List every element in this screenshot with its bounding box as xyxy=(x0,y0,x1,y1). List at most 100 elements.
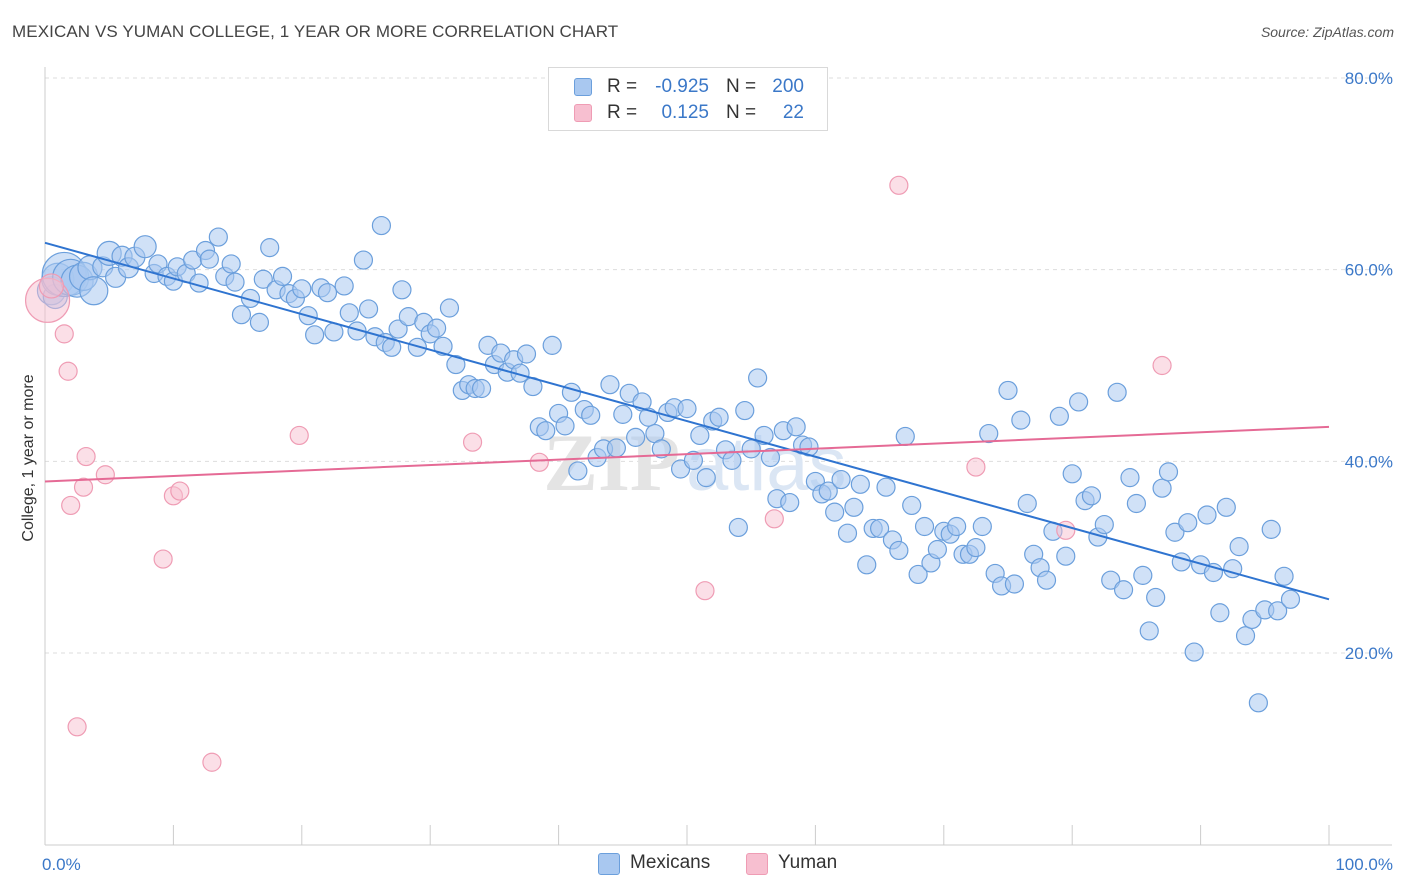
series-legend: Mexicans Yuman xyxy=(0,852,1406,876)
mexicans-point xyxy=(857,555,877,575)
mexicans-point xyxy=(133,235,157,259)
mexicans-point xyxy=(317,283,338,303)
mexicans-point xyxy=(1126,493,1147,514)
mexicans-point xyxy=(850,474,870,494)
yuman-point xyxy=(73,477,94,497)
mexicans-point xyxy=(748,368,768,388)
mexicans-point xyxy=(1197,505,1217,525)
mexicans-point xyxy=(947,516,967,537)
yuman-point xyxy=(61,495,81,516)
mexicans-point xyxy=(1146,587,1166,608)
legend-swatch-yuman xyxy=(574,104,592,122)
mexicans-point xyxy=(1107,382,1127,402)
yuman-trend-line xyxy=(44,425,1330,483)
mexicans-point xyxy=(741,439,761,459)
mexicans-point xyxy=(728,517,748,538)
yuman-point xyxy=(58,361,78,381)
mexicans-point xyxy=(334,276,354,296)
mexicans-point xyxy=(1113,580,1134,600)
series-label-mexicans: Mexicans xyxy=(630,852,711,873)
mexicans-point xyxy=(966,537,986,558)
mexicans-point xyxy=(471,378,492,399)
legend-row-mexicans: R = -0.925 N = 200 xyxy=(549,76,827,100)
mexicans-point xyxy=(1210,603,1230,623)
mexicans-point xyxy=(568,461,588,481)
mexicans-point xyxy=(606,438,626,458)
mexicans-point xyxy=(1229,537,1249,557)
mexicans-point xyxy=(914,516,935,537)
yuman-point xyxy=(54,324,74,344)
yuman-point xyxy=(1152,355,1172,376)
mexicans-point xyxy=(754,425,774,446)
mexicans-point xyxy=(221,254,241,274)
source-credit: Source: ZipAtlas.com xyxy=(1260,24,1394,40)
mexicans-point xyxy=(1184,642,1204,662)
yuman-point xyxy=(462,432,483,452)
correlation-legend: R = -0.925 N = 200 R = 0.125 N = 22 xyxy=(548,67,828,131)
grid-lines xyxy=(45,77,1392,654)
yuman-point xyxy=(695,581,715,601)
y-tick-label: 60.0% xyxy=(1345,261,1393,280)
mexicans-point xyxy=(1069,392,1089,412)
yuman-point xyxy=(153,549,173,569)
mexicans-point xyxy=(253,269,273,289)
mexicans-point xyxy=(786,417,806,437)
yuman-point xyxy=(202,752,222,772)
mexicans-point xyxy=(837,523,858,543)
legend-r-value: 0.125 xyxy=(661,102,709,123)
legend-r-label: R = xyxy=(607,102,638,123)
mexicans-point xyxy=(1274,566,1294,586)
mexicans-point xyxy=(626,427,646,447)
trend-lines xyxy=(44,241,1330,601)
mexicans-point xyxy=(260,238,280,258)
mexicans-point xyxy=(1216,497,1236,517)
mexicans-point xyxy=(927,539,947,560)
mexicans-point xyxy=(292,279,312,299)
mexicans-point xyxy=(979,423,999,444)
mexicans-point xyxy=(1248,693,1268,713)
yuman-point xyxy=(76,446,96,467)
yuman-point xyxy=(95,465,115,485)
mexicans-point xyxy=(831,469,851,490)
mexicans-point xyxy=(407,337,427,357)
mexicans-point xyxy=(677,399,697,419)
y-tick-labels: 20.0% 40.0% 60.0% 80.0% xyxy=(1345,69,1393,663)
mexicans-point xyxy=(272,266,293,286)
y-tick-label: 40.0% xyxy=(1345,452,1393,471)
mexicans-point xyxy=(690,425,710,446)
mexicans-point xyxy=(439,298,460,318)
mexicans-point xyxy=(651,439,671,459)
mexicans-point xyxy=(1133,565,1153,585)
mexicans-point xyxy=(371,215,392,236)
y-axis-title: College, 1 year or more xyxy=(20,374,37,541)
mexicans-point xyxy=(709,407,729,427)
mexicans-point xyxy=(1268,601,1288,621)
mexicans-point xyxy=(972,516,992,537)
mexicans-point xyxy=(1158,462,1179,482)
legend-n-label: N = xyxy=(726,102,757,123)
mexicans-point xyxy=(638,407,659,427)
mexicans-point xyxy=(1036,570,1057,590)
yuman-point xyxy=(889,175,909,195)
mexicans-point xyxy=(225,272,245,292)
chart-title: MEXICAN VS YUMAN COLLEGE, 1 YEAR OR MORE… xyxy=(12,22,619,41)
legend-row-yuman: R = 0.125 N = 22 xyxy=(549,102,827,126)
mexicans-trend-line xyxy=(44,241,1330,601)
legend-n-label: N = xyxy=(726,76,757,97)
mexicans-point xyxy=(1235,626,1256,646)
mexicans-point xyxy=(722,450,742,470)
mexicans-point xyxy=(683,450,704,470)
mexicans-point xyxy=(542,335,562,355)
legend-n-value: 200 xyxy=(772,76,804,97)
mexicans-point xyxy=(231,305,252,325)
mexicans-point xyxy=(1178,513,1198,533)
mexicans-point xyxy=(427,318,447,338)
mexicans-point xyxy=(902,495,922,516)
mexicans-point xyxy=(908,564,928,585)
yuman-point xyxy=(67,717,87,737)
mexicans-point xyxy=(869,518,890,539)
mexicans-point xyxy=(305,325,325,345)
legend-r-value: -0.925 xyxy=(655,76,709,97)
mexicans-point xyxy=(1004,574,1025,594)
series-label-yuman: Yuman xyxy=(778,852,838,873)
